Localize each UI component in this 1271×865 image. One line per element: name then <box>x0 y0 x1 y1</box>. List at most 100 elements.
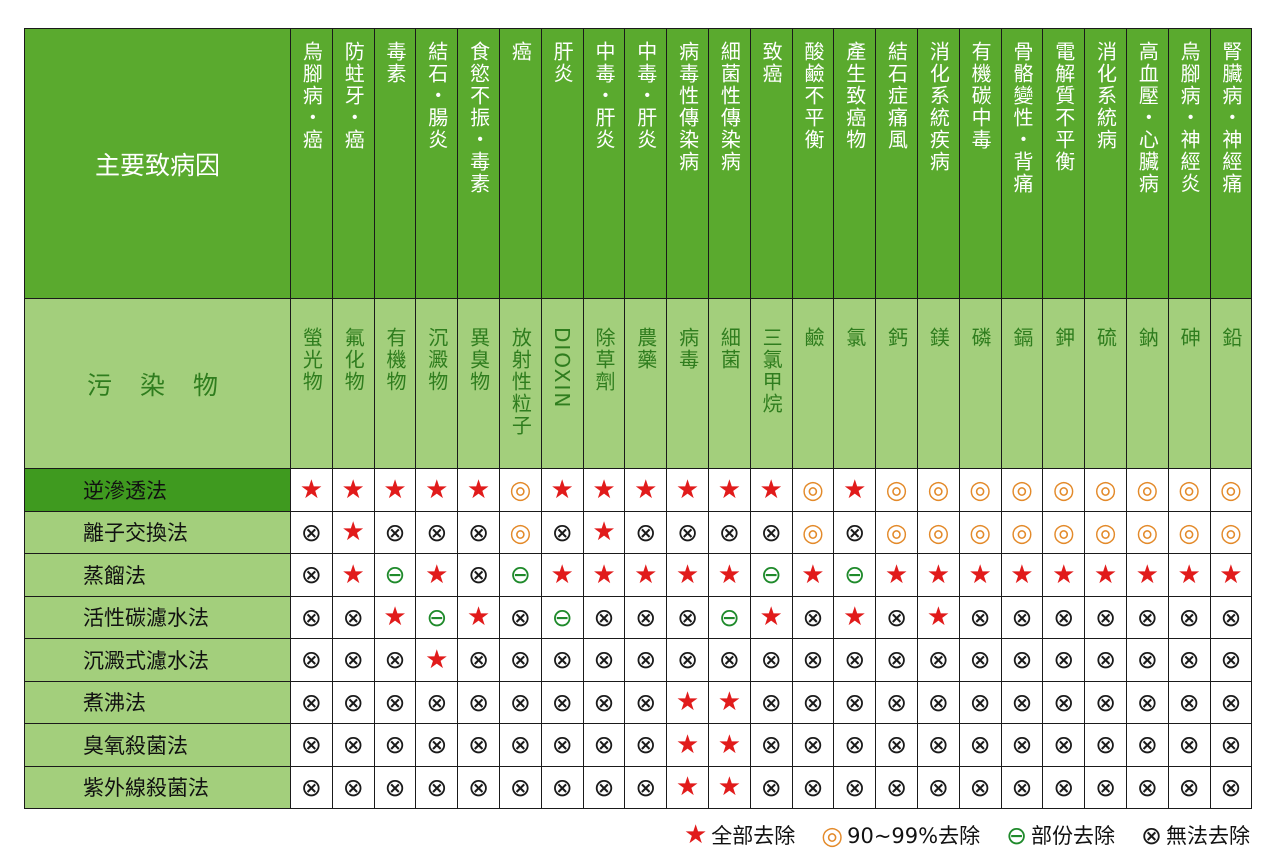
removal-none-icon: ⊗ <box>927 730 949 760</box>
removal-none-icon: ⊗ <box>635 645 657 675</box>
result-cell: ★ <box>331 553 375 597</box>
result-cell: ⊗ <box>666 595 709 639</box>
result-cell: ★ <box>875 553 918 597</box>
result-cell: ⊗ <box>1167 638 1211 682</box>
removal-none-icon: ⊗ <box>1220 645 1242 675</box>
removal-none-icon: ⊗ <box>426 730 448 760</box>
corner-label: 主要致病因 <box>24 28 291 299</box>
removal-full-icon: ★ <box>717 729 742 760</box>
removal-none-icon: ⊗ <box>1095 602 1117 632</box>
pollutant-header: 沉澱物 <box>415 298 459 469</box>
result-cell: ★ <box>1209 553 1253 597</box>
removal-full-icon: ★ <box>801 559 825 590</box>
removal-none-icon: ⊗ <box>468 560 490 590</box>
result-cell: ⊗ <box>1209 595 1253 639</box>
removal-none-icon: ⊗ <box>384 730 406 760</box>
pollutant-label: 農藥 <box>633 327 658 371</box>
removal-full-icon: ★ <box>843 602 867 633</box>
removal-full-icon: ★ <box>341 474 365 505</box>
removal-none-icon: ⊗ <box>1220 687 1242 717</box>
removal-none-icon: ⊗ <box>468 730 490 760</box>
removal-most-icon: ◎ <box>885 517 908 547</box>
result-cell: ⊖ <box>707 595 751 639</box>
result-cell: ★ <box>582 510 626 554</box>
removal-most-icon: ◎ <box>1178 517 1201 547</box>
result-cell: ⊗ <box>373 510 417 554</box>
disease-header: 烏腳病・癌 <box>290 28 333 299</box>
result-cell: ★ <box>540 553 584 597</box>
result-cell: ⊗ <box>540 680 584 724</box>
disease-label: 結石症痛風 <box>884 41 909 151</box>
removal-full-icon: ★ <box>1093 559 1118 590</box>
removal-most-icon: ◎ <box>1136 475 1159 505</box>
result-cell: ⊗ <box>582 723 626 767</box>
pollutant-label: 細菌 <box>717 327 742 371</box>
result-cell: ⊗ <box>1084 765 1127 809</box>
disease-label: 食慾不振・毒素 <box>466 41 491 195</box>
result-cell: ⊗ <box>749 680 793 724</box>
result-cell: ◎ <box>1125 510 1169 554</box>
removal-none-icon: ⊗ <box>593 645 615 675</box>
removal-most-icon: ◎ <box>1052 475 1075 505</box>
removal-full-icon: ★ <box>592 474 616 505</box>
result-cell: ★ <box>457 595 500 639</box>
disease-header: 電解質不平衡 <box>1042 28 1086 299</box>
legend-part-icon: ⊖ <box>1006 820 1028 850</box>
result-cell: ⊗ <box>1084 723 1127 767</box>
result-cell: ⊗ <box>958 680 1002 724</box>
removal-none-icon: ⊗ <box>300 602 322 632</box>
result-cell: ⊗ <box>1042 595 1086 639</box>
removal-none-icon: ⊗ <box>509 687 531 717</box>
removal-full-icon: ★ <box>634 474 658 505</box>
removal-none-icon: ⊗ <box>677 517 699 547</box>
removal-part-icon: ⊖ <box>426 602 448 632</box>
result-cell: ◎ <box>958 468 1002 512</box>
pollutant-header: 砷 <box>1167 298 1211 469</box>
removal-none-icon: ⊗ <box>1178 687 1200 717</box>
result-cell: ★ <box>707 553 751 597</box>
result-cell: ⊗ <box>707 638 751 682</box>
result-cell: ◎ <box>498 468 542 512</box>
result-cell: ⊗ <box>791 765 835 809</box>
removal-none-icon: ⊗ <box>468 772 490 802</box>
removal-none-icon: ⊗ <box>1053 602 1075 632</box>
result-cell: ★ <box>1000 553 1044 597</box>
removal-none-icon: ⊗ <box>635 517 657 547</box>
removal-none-icon: ⊗ <box>300 687 322 717</box>
disease-label: 毒素 <box>382 41 407 85</box>
result-cell: ⊗ <box>1042 723 1086 767</box>
result-cell: ★ <box>833 595 877 639</box>
pollutant-header: 鉛 <box>1209 298 1253 469</box>
result-cell: ⊗ <box>290 510 333 554</box>
removal-none-icon: ⊗ <box>844 730 866 760</box>
result-cell: ★ <box>916 595 960 639</box>
removal-none-icon: ⊗ <box>342 772 364 802</box>
result-cell: ⊗ <box>833 765 877 809</box>
pollutant-label: 砷 <box>1177 327 1202 349</box>
result-cell: ⊗ <box>498 680 542 724</box>
pollutant-header: 鎘 <box>1000 298 1044 469</box>
result-cell: ★ <box>707 680 751 724</box>
result-cell: ⊗ <box>1000 680 1044 724</box>
pollutant-label: 沉澱物 <box>424 327 449 393</box>
removal-none-icon: ⊗ <box>718 645 740 675</box>
result-cell: ⊗ <box>457 510 500 554</box>
pollutant-label: 有機物 <box>382 327 407 393</box>
removal-full-icon: ★ <box>383 602 407 633</box>
removal-most-icon: ◎ <box>927 475 950 505</box>
result-cell: ◎ <box>1000 510 1044 554</box>
result-cell: ★ <box>624 468 668 512</box>
removal-none-icon: ⊗ <box>802 645 824 675</box>
disease-label: 烏腳病・癌 <box>299 41 324 151</box>
removal-none-icon: ⊗ <box>1178 772 1200 802</box>
result-cell: ⊗ <box>498 595 542 639</box>
legend-item-part: ⊖ 部份去除 <box>1006 820 1115 850</box>
result-cell: ★ <box>666 680 709 724</box>
result-cell: ⊖ <box>415 595 459 639</box>
result-cell: ⊗ <box>540 765 584 809</box>
result-cell: ◎ <box>916 510 960 554</box>
removal-full-icon: ★ <box>634 559 658 590</box>
pollutant-header: 鉀 <box>1042 298 1086 469</box>
result-cell: ⊗ <box>582 765 626 809</box>
result-cell: ⊗ <box>707 510 751 554</box>
